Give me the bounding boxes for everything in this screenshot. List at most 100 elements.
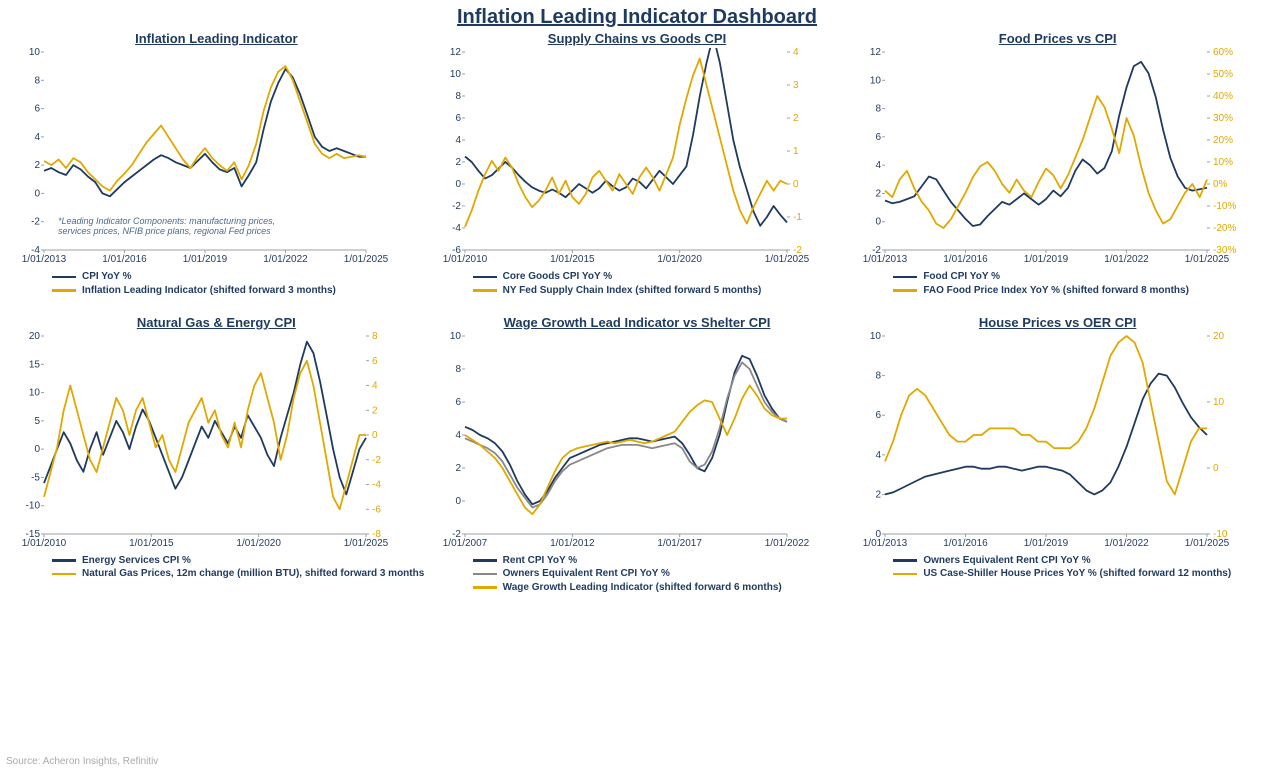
series-line bbox=[465, 385, 787, 514]
svg-text:1/01/2016: 1/01/2016 bbox=[102, 254, 147, 265]
legend-label: Owners Equivalent Rent CPI YoY % bbox=[503, 567, 670, 581]
series-line bbox=[465, 48, 787, 226]
legend-item: Wage Growth Leading Indicator (shifted f… bbox=[473, 581, 846, 595]
chart-svg: -2024681012-30%-20%-10%0%10%20%30%40%50%… bbox=[849, 48, 1249, 268]
chart-panel-c2: Supply Chains vs Goods CPI-6-4-202468101… bbox=[429, 31, 846, 311]
legend-swatch bbox=[52, 289, 76, 292]
svg-text:1/01/2025: 1/01/2025 bbox=[1185, 538, 1230, 549]
svg-text:1/01/2016: 1/01/2016 bbox=[944, 254, 989, 265]
svg-text:-10%: -10% bbox=[1213, 201, 1236, 212]
chart-panel-c1: Inflation Leading Indicator -4-202468101/… bbox=[8, 31, 425, 311]
legend-label: Rent CPI YoY % bbox=[503, 554, 577, 568]
legend-swatch bbox=[893, 276, 917, 279]
svg-text:30%: 30% bbox=[1213, 113, 1233, 124]
svg-text:0: 0 bbox=[372, 430, 378, 441]
legend-swatch bbox=[52, 276, 76, 279]
svg-text:0: 0 bbox=[455, 179, 461, 190]
svg-text:-20%: -20% bbox=[1213, 223, 1236, 234]
legend-item: Core Goods CPI YoY % bbox=[473, 270, 846, 284]
svg-text:10%: 10% bbox=[1213, 157, 1233, 168]
svg-text:12: 12 bbox=[450, 48, 462, 58]
chart-svg: -202468101/01/20071/01/20121/01/20171/01… bbox=[429, 332, 829, 552]
plot-area: -4-202468101/01/20131/01/20161/01/20191/… bbox=[8, 48, 425, 268]
chart-svg: 0246810-10010201/01/20131/01/20161/01/20… bbox=[849, 332, 1249, 552]
svg-text:4: 4 bbox=[455, 430, 461, 441]
svg-text:6: 6 bbox=[876, 410, 882, 421]
legend-label: Natural Gas Prices, 12m change (million … bbox=[82, 567, 424, 581]
svg-text:1/01/2025: 1/01/2025 bbox=[764, 254, 809, 265]
svg-text:1/01/2025: 1/01/2025 bbox=[1185, 254, 1230, 265]
series-line bbox=[44, 360, 366, 509]
svg-text:-2: -2 bbox=[31, 217, 40, 228]
svg-text:5: 5 bbox=[34, 415, 40, 426]
legend-item: US Case-Shiller House Prices YoY % (shif… bbox=[893, 567, 1266, 581]
chart-title: House Prices vs OER CPI bbox=[849, 315, 1266, 330]
legend-item: Owners Equivalent Rent CPI YoY % bbox=[473, 567, 846, 581]
svg-text:20: 20 bbox=[1213, 332, 1225, 342]
legend-label: Core Goods CPI YoY % bbox=[503, 270, 612, 284]
svg-text:8: 8 bbox=[876, 370, 882, 381]
svg-text:1/01/2019: 1/01/2019 bbox=[1024, 254, 1069, 265]
legend-swatch bbox=[893, 573, 917, 576]
chart-grid: Inflation Leading Indicator-4-202468101/… bbox=[0, 31, 1274, 594]
legend-item: Owners Equivalent Rent CPI YoY % bbox=[893, 554, 1266, 568]
legend-item: Energy Services CPI % bbox=[52, 554, 425, 568]
svg-text:1/01/2010: 1/01/2010 bbox=[442, 254, 487, 265]
chart-title: Natural Gas & Energy CPI bbox=[8, 315, 425, 330]
chart-title: Inflation Leading Indicator bbox=[8, 31, 425, 46]
legend-label: CPI YoY % bbox=[82, 270, 131, 284]
plot-area: 0246810-10010201/01/20131/01/20161/01/20… bbox=[849, 332, 1266, 552]
svg-text:1/01/2022: 1/01/2022 bbox=[263, 254, 308, 265]
legend: Rent CPI YoY %Owners Equivalent Rent CPI… bbox=[429, 552, 846, 595]
legend-label: Wage Growth Leading Indicator (shifted f… bbox=[503, 581, 782, 595]
svg-text:6: 6 bbox=[372, 355, 378, 366]
legend: Owners Equivalent Rent CPI YoY %US Case-… bbox=[849, 552, 1266, 581]
plot-area: -2024681012-30%-20%-10%0%10%20%30%40%50%… bbox=[849, 48, 1266, 268]
svg-text:1/01/2020: 1/01/2020 bbox=[657, 254, 702, 265]
series-line bbox=[885, 373, 1207, 494]
svg-text:-4: -4 bbox=[372, 479, 381, 490]
legend-label: US Case-Shiller House Prices YoY % (shif… bbox=[923, 567, 1231, 581]
plot-area: -202468101/01/20071/01/20121/01/20171/01… bbox=[429, 332, 846, 552]
svg-text:1/01/2020: 1/01/2020 bbox=[236, 538, 281, 549]
svg-text:-1: -1 bbox=[793, 212, 802, 223]
chart-panel-c3: Food Prices vs CPI-2024681012-30%-20%-10… bbox=[849, 31, 1266, 311]
plot-area: -15-10-505101520-8-6-4-2024681/01/20101/… bbox=[8, 332, 425, 552]
svg-text:8: 8 bbox=[34, 75, 40, 86]
chart-title: Supply Chains vs Goods CPI bbox=[429, 31, 846, 46]
legend-swatch bbox=[473, 276, 497, 279]
svg-text:-6: -6 bbox=[372, 504, 381, 515]
legend-swatch bbox=[473, 559, 497, 562]
svg-text:2: 2 bbox=[34, 160, 40, 171]
legend-swatch bbox=[473, 573, 497, 576]
svg-text:6: 6 bbox=[876, 132, 882, 143]
svg-text:10: 10 bbox=[450, 69, 462, 80]
svg-text:6: 6 bbox=[455, 113, 461, 124]
chart-panel-c5: Wage Growth Lead Indicator vs Shelter CP… bbox=[429, 315, 846, 595]
legend-item: Inflation Leading Indicator (shifted for… bbox=[52, 284, 425, 298]
svg-text:0: 0 bbox=[1213, 463, 1219, 474]
chart-svg: -6-4-2024681012-2-1012341/01/20101/01/20… bbox=[429, 48, 829, 268]
svg-text:1/01/2010: 1/01/2010 bbox=[22, 538, 67, 549]
series-line bbox=[44, 66, 366, 191]
svg-text:8: 8 bbox=[372, 332, 378, 342]
svg-text:2: 2 bbox=[455, 157, 461, 168]
svg-text:10: 10 bbox=[870, 332, 882, 342]
svg-text:-2: -2 bbox=[372, 454, 381, 465]
legend: Food CPI YoY %FAO Food Price Index YoY %… bbox=[849, 268, 1266, 297]
legend-item: Rent CPI YoY % bbox=[473, 554, 846, 568]
svg-text:2: 2 bbox=[876, 489, 882, 500]
svg-text:1/01/2007: 1/01/2007 bbox=[442, 538, 487, 549]
svg-text:1/01/2025: 1/01/2025 bbox=[344, 254, 389, 265]
legend-swatch bbox=[473, 586, 497, 589]
dashboard-title: Inflation Leading Indicator Dashboard bbox=[0, 0, 1274, 31]
svg-text:3: 3 bbox=[793, 80, 799, 91]
svg-text:-5: -5 bbox=[31, 472, 40, 483]
legend-item: Food CPI YoY % bbox=[893, 270, 1266, 284]
chart-title: Wage Growth Lead Indicator vs Shelter CP… bbox=[429, 315, 846, 330]
legend-item: CPI YoY % bbox=[52, 270, 425, 284]
legend-item: Natural Gas Prices, 12m change (million … bbox=[52, 567, 425, 581]
svg-text:2: 2 bbox=[455, 463, 461, 474]
legend: CPI YoY %Inflation Leading Indicator (sh… bbox=[8, 268, 425, 297]
svg-text:-4: -4 bbox=[452, 223, 461, 234]
